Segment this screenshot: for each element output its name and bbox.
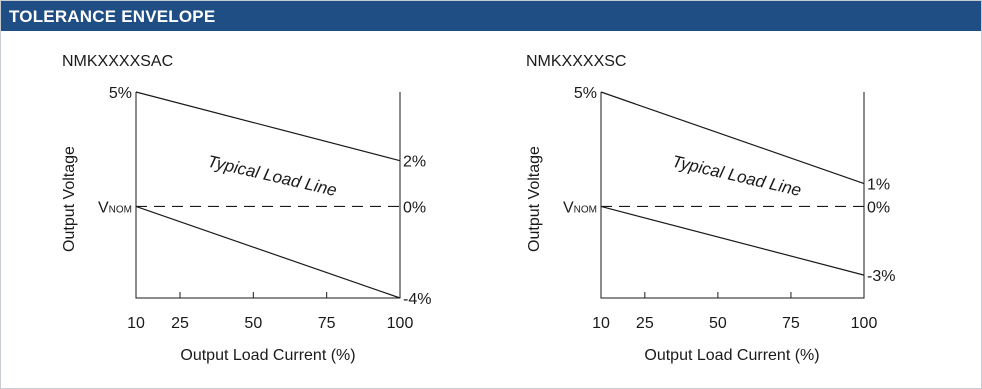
x-tick-label: 25	[636, 315, 654, 332]
right-value-label: -3%	[867, 268, 895, 285]
right-value-label: 1%	[867, 177, 890, 194]
upper-tolerance-line	[600, 91, 865, 185]
x-tick-label: 10	[127, 315, 145, 332]
right-value-label: 0%	[867, 199, 890, 216]
chart-title: NMKXXXXSAC	[62, 53, 173, 70]
x-axis-label: Output Load Current (%)	[180, 347, 355, 364]
y-axis-label: Output Voltage	[526, 146, 543, 252]
x-tick-label: 100	[851, 315, 878, 332]
upper-tolerance-line	[135, 91, 401, 162]
plot-frame	[600, 92, 865, 299]
x-tick-label: 10	[592, 315, 610, 332]
typical-load-line-label: Typical Load Line	[670, 152, 803, 200]
plot-frame	[135, 92, 401, 299]
panel-title: TOLERANCE ENVELOPE	[9, 7, 216, 26]
lower-tolerance-line	[600, 205, 865, 276]
x-tick-label: 25	[171, 315, 189, 332]
chart-2: NMKXXXXSC 10 25 50 75 100 Output Load Current …	[526, 53, 895, 364]
y-top-label: 5%	[574, 85, 597, 102]
x-tick-label: 75	[318, 315, 336, 332]
right-value-label: -4%	[403, 291, 431, 308]
chart-title: NMKXXXXSC	[526, 53, 626, 70]
x-tick-label: 100	[387, 315, 414, 332]
vnom-label: VNOM	[563, 199, 597, 216]
right-value-label: 2%	[403, 154, 426, 171]
vnom-main: V	[98, 199, 109, 216]
typical-load-line-label: Typical Load Line	[206, 152, 339, 200]
vnom-subscript: NOM	[574, 204, 597, 215]
vnom-subscript: NOM	[109, 204, 132, 215]
chart-1: NMKXXXXSAC 10 25 50 75 100 Output Load Current…	[61, 53, 431, 364]
y-top-label: 5%	[109, 85, 132, 102]
vnom-label: VNOM	[98, 199, 132, 216]
panel-header: TOLERANCE ENVELOPE	[1, 1, 981, 31]
y-axis-label: Output Voltage	[61, 146, 78, 252]
right-value-label: 0%	[403, 199, 426, 216]
x-tick-label: 50	[244, 315, 262, 332]
lower-tolerance-line	[135, 205, 401, 299]
x-tick-label: 75	[782, 315, 800, 332]
x-tick-label: 50	[709, 315, 727, 332]
x-axis-label: Output Load Current (%)	[644, 347, 819, 364]
vnom-main: V	[563, 199, 574, 216]
